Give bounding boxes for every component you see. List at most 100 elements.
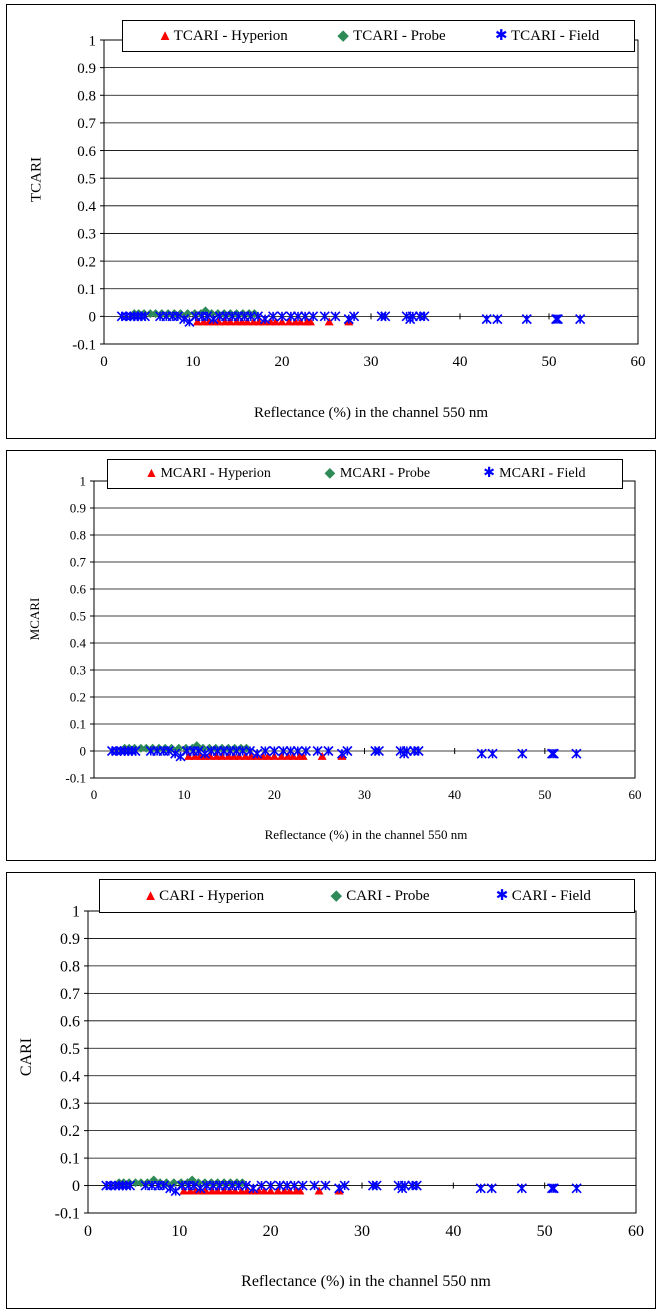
y-tick-label: 0.6 bbox=[77, 144, 96, 160]
data-point-field bbox=[105, 1180, 116, 1191]
data-point-hyperion bbox=[225, 317, 235, 326]
y-tick-label: 0.1 bbox=[70, 717, 86, 732]
legend-label: MCARI - Field bbox=[499, 466, 586, 481]
data-point-probe bbox=[136, 743, 146, 753]
x-tick-label: 60 bbox=[631, 354, 646, 370]
data-point-field bbox=[336, 748, 348, 759]
data-point-field bbox=[487, 748, 498, 759]
legend-label: CARI - Field bbox=[511, 887, 591, 904]
y-tick-label: 0.4 bbox=[77, 199, 96, 215]
diamond-icon: ◆ bbox=[330, 887, 342, 904]
chart-panel-mcari: -0.1 0 0.1 0.2 0.3 0.4 0.5 0.6 0.7 0.8 0.9 1 0 10 20 30… bbox=[6, 450, 656, 861]
data-point-hyperion bbox=[266, 1186, 276, 1195]
data-point-probe bbox=[194, 1178, 204, 1188]
y-tick-label: 0.9 bbox=[60, 931, 80, 948]
data-point-field bbox=[237, 745, 248, 757]
data-point-field bbox=[407, 1180, 418, 1191]
data-point-field bbox=[343, 314, 354, 325]
data-point-field bbox=[106, 745, 118, 757]
y-tick-label: 0.9 bbox=[77, 61, 96, 77]
y-tick-label: 0.3 bbox=[70, 663, 86, 678]
data-point-field bbox=[551, 314, 562, 325]
data-point-field bbox=[208, 314, 219, 325]
legend-item-field: ✱ CARI - Field bbox=[496, 888, 591, 905]
y-tick-label: 0.5 bbox=[70, 609, 86, 624]
y-tick-label: 1 bbox=[89, 33, 97, 49]
x-tick-label: 10 bbox=[178, 787, 191, 802]
data-point-field bbox=[300, 745, 311, 757]
legend-label: TCARI - Probe bbox=[353, 27, 446, 44]
data-point-field bbox=[292, 745, 303, 757]
plot-frame bbox=[103, 39, 639, 345]
x-tick-label: 0 bbox=[100, 354, 108, 370]
y-axis-label: CARI bbox=[18, 1037, 35, 1077]
diamond-icon: ◆ bbox=[324, 466, 336, 481]
data-point-hyperion bbox=[273, 1186, 283, 1195]
y-tick-label: 0.7 bbox=[77, 116, 96, 132]
x-axis-label: Reflectance (%) in the channel 550 nm bbox=[264, 827, 468, 842]
data-point-field bbox=[233, 1180, 244, 1191]
y-tick-label: 1 bbox=[80, 474, 87, 489]
data-point-field bbox=[260, 314, 271, 325]
data-point-hyperion bbox=[277, 317, 287, 326]
data-point-hyperion bbox=[285, 1186, 295, 1195]
y-tick-label: 0.3 bbox=[60, 1096, 80, 1113]
data-point-hyperion bbox=[230, 1186, 240, 1195]
data-point-hyperion bbox=[214, 317, 224, 326]
data-point-field bbox=[516, 1183, 527, 1194]
data-point-field bbox=[300, 311, 311, 322]
data-point-field bbox=[419, 311, 430, 322]
asterisk-icon: ✱ bbox=[483, 466, 495, 481]
data-point-field bbox=[278, 745, 289, 757]
legend-item-probe: ◆ TCARI - Probe bbox=[337, 27, 446, 45]
x-tick-label: 40 bbox=[448, 787, 461, 802]
asterisk-icon: ✱ bbox=[495, 887, 509, 904]
data-point-field bbox=[285, 745, 296, 757]
x-tick-label: 40 bbox=[453, 354, 468, 370]
legend-label: MCARI - Hyperion bbox=[160, 466, 271, 481]
legend-item-hyperion: ▲ CARI - Hyperion bbox=[143, 888, 264, 905]
data-point-field bbox=[124, 1180, 136, 1191]
data-point-field bbox=[139, 311, 151, 322]
diamond-icon: ◆ bbox=[337, 27, 349, 44]
data-point-hyperion bbox=[295, 1186, 305, 1195]
triangle-icon: ▲ bbox=[144, 466, 159, 481]
data-point-field bbox=[413, 745, 424, 757]
data-point-field bbox=[486, 1183, 497, 1194]
data-point-field bbox=[116, 311, 127, 322]
data-point-hyperion bbox=[284, 317, 294, 326]
x-axis-label: Reflectance (%) in the channel 550 nm bbox=[253, 405, 489, 421]
x-axis-label: Reflectance (%) in the channel 550 nm bbox=[241, 1273, 491, 1290]
legend-item-field: ✱ TCARI - Field bbox=[495, 28, 599, 45]
y-tick-label: 1 bbox=[72, 904, 80, 921]
data-point-hyperion bbox=[234, 751, 244, 760]
x-tick-label: 30 bbox=[354, 1223, 370, 1240]
legend-label: TCARI - Hyperion bbox=[173, 27, 288, 44]
data-point-field bbox=[179, 314, 190, 325]
y-tick-label: 0.7 bbox=[70, 555, 87, 570]
legend-label: CARI - Probe bbox=[346, 887, 430, 904]
data-point-hyperion bbox=[305, 317, 315, 326]
x-tick-label: 0 bbox=[91, 787, 98, 802]
x-tick-label: 50 bbox=[537, 1223, 553, 1240]
data-point-hyperion bbox=[298, 751, 308, 760]
y-axis-label: TCARI bbox=[28, 157, 45, 202]
data-point-field bbox=[320, 1180, 331, 1191]
y-tick-label: -0.1 bbox=[65, 771, 86, 786]
data-point-field bbox=[289, 1180, 300, 1191]
y-tick-label: 0.3 bbox=[77, 227, 96, 243]
y-tick-label: 0 bbox=[80, 744, 87, 759]
data-point-field bbox=[256, 1180, 267, 1191]
plot-frame bbox=[87, 910, 637, 1214]
data-point-field bbox=[409, 745, 420, 757]
data-point-probe bbox=[176, 1178, 186, 1188]
data-point-hyperion bbox=[271, 317, 281, 326]
x-tick-label: 0 bbox=[84, 1223, 92, 1240]
data-point-field bbox=[548, 1183, 559, 1194]
chart-legend: ▲ CARI - Hyperion ◆ CARI - Probe ✱ CARI … bbox=[99, 879, 635, 913]
data-point-hyperion bbox=[242, 317, 252, 326]
data-point-field bbox=[312, 745, 323, 757]
data-point-hyperion bbox=[184, 751, 194, 760]
data-point-hyperion bbox=[192, 317, 202, 326]
data-point-field bbox=[334, 1183, 345, 1194]
